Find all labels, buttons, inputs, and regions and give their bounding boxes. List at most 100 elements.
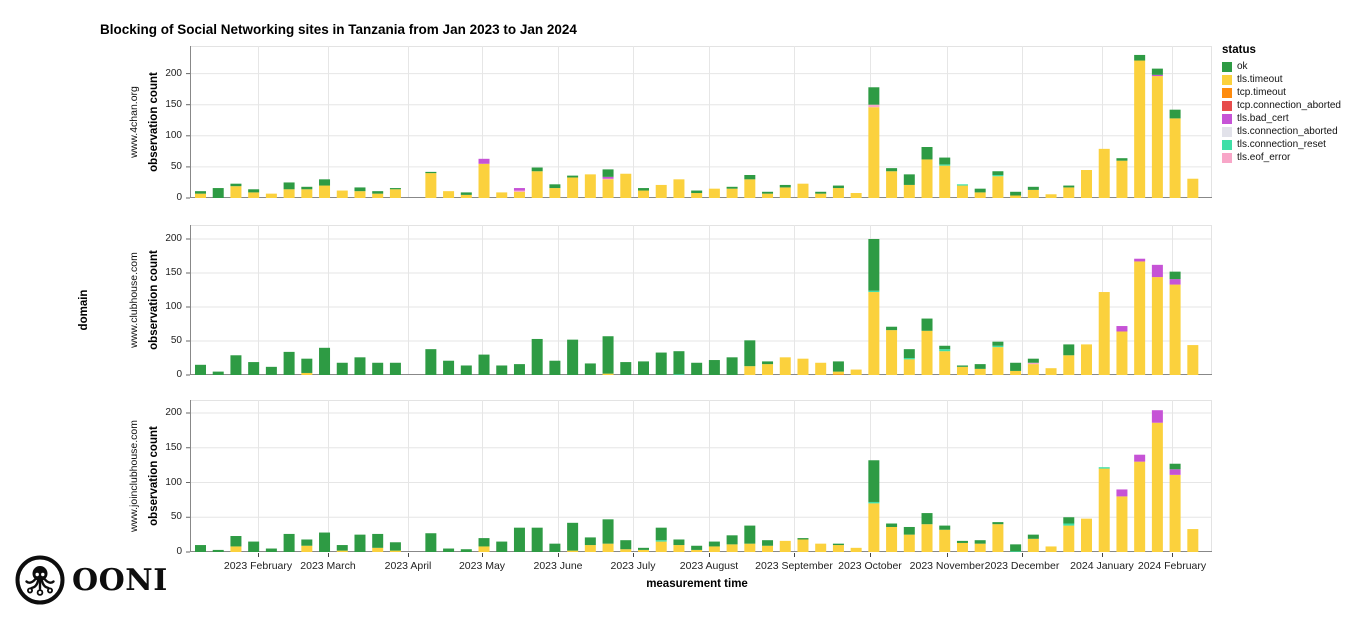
bar-segment-ok[interactable] xyxy=(886,168,898,172)
bar-segment-ok[interactable] xyxy=(638,188,649,191)
bar-segment-tls.timeout[interactable] xyxy=(797,539,809,552)
bar-segment-tls.timeout[interactable] xyxy=(531,171,543,198)
bar-segment-ok[interactable] xyxy=(389,542,401,551)
bar-segment-tls.timeout[interactable] xyxy=(886,526,898,552)
bar-segment-ok[interactable] xyxy=(921,147,933,160)
bar-segment-tls.timeout[interactable] xyxy=(1027,189,1039,198)
bar-segment-ok[interactable] xyxy=(726,186,738,189)
bar-segment-ok[interactable] xyxy=(1010,544,1022,552)
bar-segment-ok[interactable] xyxy=(744,174,756,180)
bar-segment-ok[interactable] xyxy=(832,361,844,372)
bar-segment-ok[interactable] xyxy=(389,362,401,375)
bar-segment-tls.timeout[interactable] xyxy=(815,543,827,552)
bar-segment-tls.bad_cert[interactable] xyxy=(1151,74,1163,77)
bar-segment-ok[interactable] xyxy=(1116,158,1128,161)
bar-segment-ok[interactable] xyxy=(762,191,774,194)
bar-segment-ok[interactable] xyxy=(283,182,295,190)
bar-segment-tls.timeout[interactable] xyxy=(638,549,649,552)
bar-segment-ok[interactable] xyxy=(460,192,472,195)
bar-segment-tls.timeout[interactable] xyxy=(319,185,331,198)
bar-segment-ok[interactable] xyxy=(921,318,933,331)
bar-segment-tls.connection_reset[interactable] xyxy=(939,349,951,352)
bar-segment-ok[interactable] xyxy=(1027,534,1039,539)
bar-segment-tls.timeout[interactable] xyxy=(1098,468,1110,552)
bar-segment-tls.timeout[interactable] xyxy=(1081,518,1092,552)
bar-segment-ok[interactable] xyxy=(868,460,880,502)
bar-segment-tls.timeout[interactable] xyxy=(779,540,791,552)
bar-segment-tls.timeout[interactable] xyxy=(850,193,862,198)
bar-segment-ok[interactable] xyxy=(655,352,667,375)
bar-segment-tls.connection_reset[interactable] xyxy=(655,540,667,542)
bar-segment-ok[interactable] xyxy=(1151,68,1163,75)
bar-segment-ok[interactable] xyxy=(265,548,277,552)
bar-segment-ok[interactable] xyxy=(336,362,348,375)
bar-segment-ok[interactable] xyxy=(1169,109,1181,119)
bar-segment-tls.timeout[interactable] xyxy=(744,543,756,552)
bar-segment-ok[interactable] xyxy=(567,522,579,551)
bar-segment-tls.timeout[interactable] xyxy=(1134,60,1146,198)
bar-segment-tls.timeout[interactable] xyxy=(567,177,579,198)
bar-segment-tls.timeout[interactable] xyxy=(1027,538,1039,552)
bar-segment-tls.timeout[interactable] xyxy=(230,186,242,198)
bar-segment-tls.timeout[interactable] xyxy=(797,183,809,198)
bar-segment-tls.timeout[interactable] xyxy=(620,173,632,198)
bar-segment-tls.timeout[interactable] xyxy=(779,357,791,375)
bar-segment-ok[interactable] xyxy=(1010,191,1022,196)
bar-segment-tls.bad_cert[interactable] xyxy=(1151,410,1163,423)
bar-segment-ok[interactable] xyxy=(531,338,543,375)
bar-segment-tls.timeout[interactable] xyxy=(850,369,862,375)
bar-segment-tls.timeout[interactable] xyxy=(815,362,827,375)
bar-segment-tls.connection_reset[interactable] xyxy=(1063,523,1075,526)
bar-segment-tls.timeout[interactable] xyxy=(1027,364,1039,375)
bar-segment-ok[interactable] xyxy=(868,87,880,105)
bar-segment-tls.timeout[interactable] xyxy=(939,351,951,375)
bar-segment-ok[interactable] xyxy=(921,513,933,525)
bar-segment-tls.timeout[interactable] xyxy=(797,358,809,375)
bar-segment-ok[interactable] xyxy=(726,535,738,545)
bar-segment-tls.timeout[interactable] xyxy=(762,193,774,198)
bar-segment-tls.connection_reset[interactable] xyxy=(992,345,1004,348)
bar-segment-ok[interactable] xyxy=(939,345,951,350)
bar-segment-tls.timeout[interactable] xyxy=(301,372,313,375)
bar-segment-ok[interactable] xyxy=(708,360,720,375)
bar-segment-tls.timeout[interactable] xyxy=(921,524,933,552)
bar-segment-tls.timeout[interactable] xyxy=(549,188,561,198)
bar-segment-ok[interactable] xyxy=(319,179,331,186)
bar-segment-ok[interactable] xyxy=(283,533,295,552)
bar-segment-ok[interactable] xyxy=(691,545,703,550)
bar-segment-tls.timeout[interactable] xyxy=(886,330,898,375)
bar-segment-tls.timeout[interactable] xyxy=(389,189,401,198)
bar-segment-ok[interactable] xyxy=(230,183,242,187)
bar-segment-tls.timeout[interactable] xyxy=(903,184,915,198)
bar-segment-tls.timeout[interactable] xyxy=(478,546,490,552)
bar-segment-ok[interactable] xyxy=(230,355,242,375)
bar-segment-ok[interactable] xyxy=(903,526,915,535)
bar-segment-tls.eof_error[interactable] xyxy=(1027,362,1039,365)
bar-segment-tls.eof_error[interactable] xyxy=(602,178,614,180)
bar-segment-tls.timeout[interactable] xyxy=(1081,344,1092,375)
bar-segment-tls.timeout[interactable] xyxy=(336,550,348,552)
bar-segment-ok[interactable] xyxy=(443,360,455,375)
bar-segment-ok[interactable] xyxy=(212,371,224,375)
bar-segment-tls.timeout[interactable] xyxy=(1116,331,1128,375)
bar-segment-ok[interactable] xyxy=(496,365,508,375)
bar-segment-ok[interactable] xyxy=(1010,362,1022,371)
bar-segment-tls.timeout[interactable] xyxy=(673,545,685,552)
bar-segment-ok[interactable] xyxy=(939,525,951,530)
bar-segment-tls.timeout[interactable] xyxy=(584,545,596,552)
bar-segment-tls.timeout[interactable] xyxy=(868,292,880,375)
bar-segment-tls.timeout[interactable] xyxy=(974,192,986,198)
bar-segment-tls.timeout[interactable] xyxy=(903,359,915,375)
bar-segment-ok[interactable] xyxy=(460,365,472,375)
bar-segment-ok[interactable] xyxy=(301,539,313,546)
bar-segment-tls.timeout[interactable] xyxy=(655,184,667,198)
bar-segment-ok[interactable] xyxy=(319,532,331,552)
bar-segment-tls.timeout[interactable] xyxy=(283,189,295,198)
bar-segment-tls.timeout[interactable] xyxy=(1098,292,1110,375)
bar-segment-tls.timeout[interactable] xyxy=(868,503,880,552)
bar-segment-ok[interactable] xyxy=(691,190,703,194)
bar-segment-ok[interactable] xyxy=(992,171,1004,175)
bar-segment-ok[interactable] xyxy=(974,188,986,193)
bar-segment-ok[interactable] xyxy=(1134,54,1146,61)
bar-segment-ok[interactable] xyxy=(868,239,880,291)
